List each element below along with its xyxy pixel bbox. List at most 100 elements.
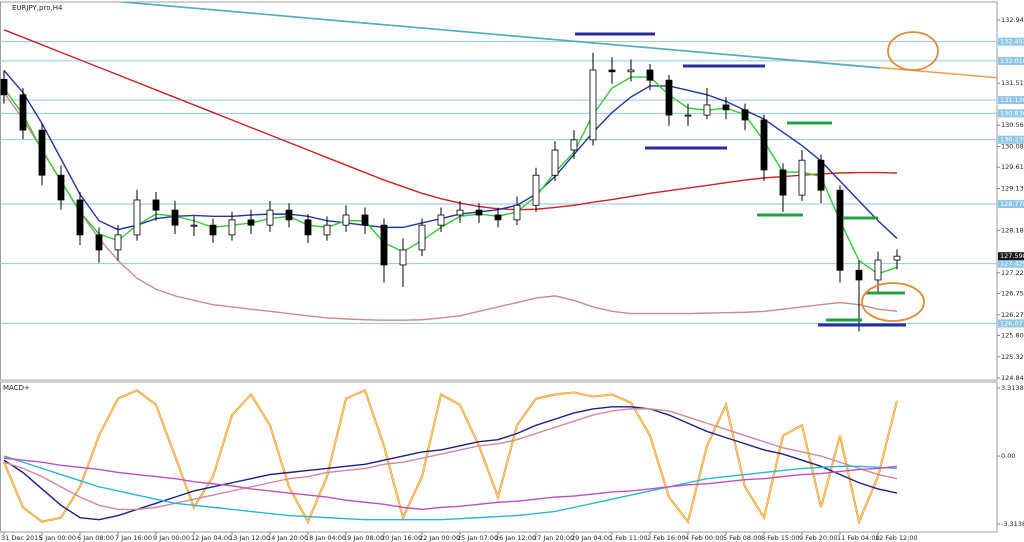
price-pane	[0, 1, 998, 381]
x-tick-label: 5 Jan 00:00	[39, 534, 76, 542]
drawings	[114, 2, 997, 79]
level-label-bg	[998, 37, 1024, 46]
highlight-circle	[887, 31, 939, 71]
y-tick-label: 126.752	[1001, 290, 1024, 298]
level-label-bg	[998, 109, 1024, 118]
indicator-line	[3, 455, 898, 521]
candle-body	[209, 224, 217, 236]
candle-body	[228, 219, 236, 236]
x-tick-label: 8 Feb 15:00	[761, 534, 800, 542]
last-price-label: 127.598	[1000, 252, 1024, 260]
y-tick-label: 128.182	[1001, 226, 1024, 234]
y-tick-label: 129.612	[1001, 163, 1024, 171]
level-label-bg	[998, 319, 1024, 328]
level-label-bg	[998, 96, 1024, 105]
candle-body	[133, 199, 141, 236]
x-tick-label: 19 Jan 08:00	[343, 534, 384, 542]
candle-body	[190, 224, 198, 227]
x-tick-label: 2 Feb 16:00	[647, 534, 686, 542]
x-tick-label: 11 Feb 04:00	[837, 534, 880, 542]
x-tick-label: 7 Jan 16:00	[115, 534, 152, 542]
candle-body	[475, 209, 483, 216]
x-tick-label: 27 Jan 20:00	[533, 534, 574, 542]
level-label-bg	[998, 259, 1024, 268]
candle-body	[551, 149, 559, 176]
level-label: 127.429	[1000, 260, 1024, 268]
axes: 132.942 131.512 130.562 130.082 129.612 129.1…	[1, 16, 1024, 542]
candle-body	[893, 255, 901, 261]
candle-body	[57, 174, 65, 201]
indicator-line	[3, 406, 898, 521]
candle-body	[494, 214, 502, 221]
x-tick-label: 20 Jan 16:00	[381, 534, 422, 542]
indicator-line	[3, 408, 898, 511]
candle-body	[513, 204, 521, 221]
chart-title: EURJPY,pro,H4	[12, 4, 63, 12]
level-label: 128.778	[1000, 200, 1024, 208]
x-tick-label: 25 Jan 07:00	[457, 534, 498, 542]
x-tick-label: 12 Jan 04:00	[191, 534, 232, 542]
candle-body	[342, 214, 350, 226]
level-label: 132.452	[1000, 38, 1024, 46]
candle-body	[532, 174, 540, 206]
level-label-bg	[998, 56, 1024, 65]
candle-body	[627, 69, 635, 73]
candle-body	[361, 214, 369, 226]
macd-title: MACD+	[3, 384, 30, 392]
level-label-bg	[998, 135, 1024, 144]
indicator-line	[3, 29, 898, 211]
indicator-line	[3, 457, 898, 511]
y-tick-label: 126.272	[1001, 311, 1024, 319]
x-tick-label: 18 Jan 04:00	[305, 534, 346, 542]
candle-body	[152, 199, 160, 211]
candle-body	[646, 69, 654, 81]
x-tick-label: 13 Jan 12:00	[229, 534, 270, 542]
candle-body	[437, 214, 445, 226]
x-tick-label: 14 Jan 20:00	[267, 534, 308, 542]
annotations	[575, 31, 939, 327]
y-tick-label: -3.3138	[1001, 520, 1024, 528]
candle-body	[570, 139, 578, 151]
candle-body	[114, 234, 122, 251]
candle-body	[323, 224, 331, 236]
candle-body	[380, 224, 388, 266]
y-tick-label: 132.942	[1001, 16, 1024, 24]
highlight-circle	[861, 282, 925, 322]
candle-body	[19, 94, 27, 131]
y-tick-label: 130.082	[1001, 142, 1024, 150]
indicator-line	[3, 92, 898, 321]
last-price-bg	[998, 252, 1024, 261]
candle-body	[722, 104, 730, 111]
level-label: 131.130	[1000, 96, 1024, 104]
candle-body	[798, 159, 806, 196]
candle-body	[76, 199, 84, 236]
candle-body	[171, 209, 179, 226]
candle-body	[760, 119, 768, 171]
candle-body	[684, 114, 692, 117]
x-tick-label: 31 Dec 2015	[1, 534, 43, 542]
level-label: 130.830	[1000, 109, 1024, 117]
macd-lines	[2, 388, 899, 526]
candle-body	[836, 189, 844, 271]
candle-body	[608, 69, 616, 73]
candles	[0, 52, 901, 332]
candle-body	[665, 79, 673, 116]
candle-body	[703, 104, 711, 116]
candle-body	[874, 259, 882, 281]
level-label: 130.235	[1000, 136, 1024, 144]
x-tick-label: 29 Jan 04:00	[571, 534, 612, 542]
level-label: 132.016	[1000, 57, 1024, 65]
candle-body	[304, 219, 312, 236]
levels	[0, 41, 997, 324]
candle-body	[418, 224, 426, 251]
candle-body	[589, 69, 597, 141]
candle-body	[285, 209, 293, 221]
level-label: 126.077	[1000, 319, 1024, 327]
candle-body	[855, 269, 863, 281]
candle-body	[399, 249, 407, 266]
y-tick-label: 131.512	[1001, 79, 1024, 87]
level-label-bg	[998, 200, 1024, 209]
